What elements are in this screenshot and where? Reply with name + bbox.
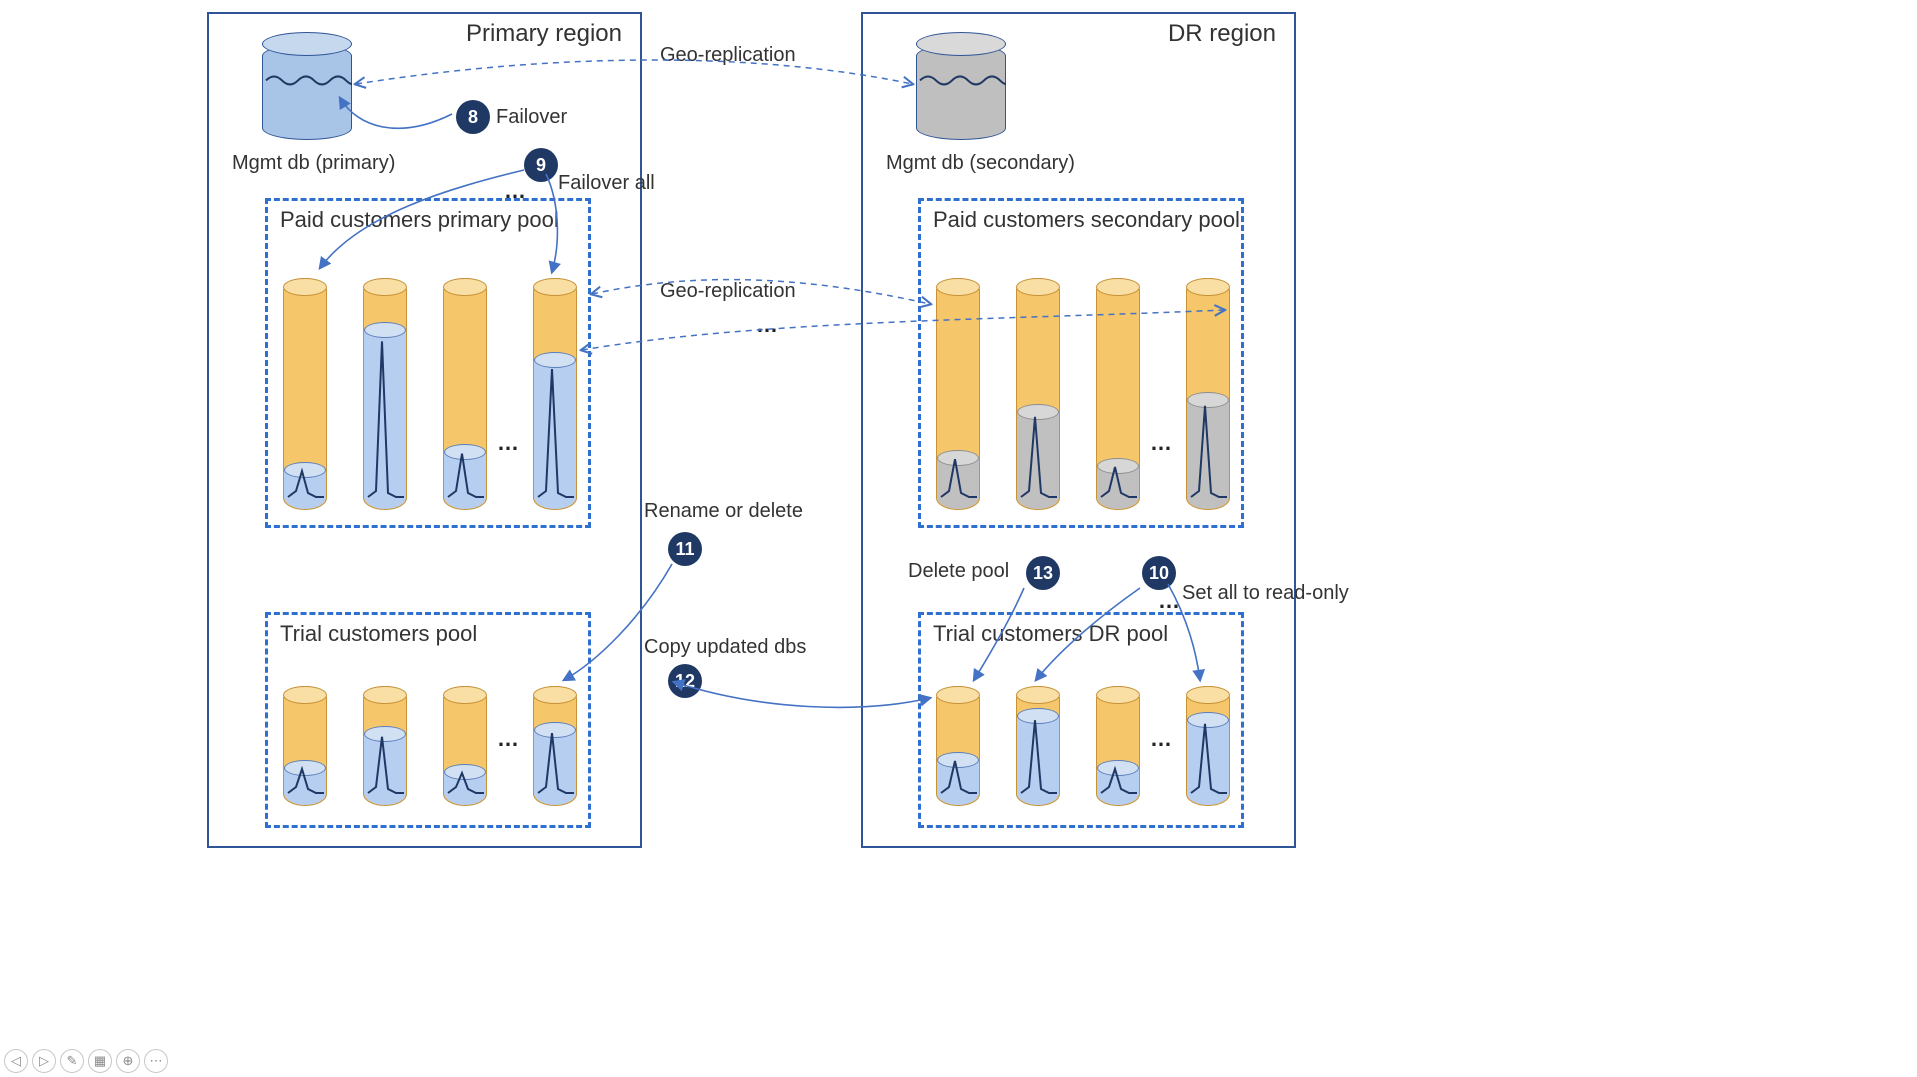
db-primary-label: Mgmt db (primary) (232, 152, 395, 175)
tube-paid_primary-1 (363, 278, 407, 510)
step-badge-12: 12 (668, 664, 702, 698)
label-copy: Copy updated dbs (644, 636, 806, 659)
db-primary (262, 44, 352, 140)
tube-trial_primary-0 (283, 686, 327, 806)
ellipsis-trial_dr: … (1150, 726, 1174, 752)
tube-paid_secondary-3 (1186, 278, 1230, 510)
ellipsis-paid_secondary: … (1150, 430, 1174, 456)
tube-trial_dr-0 (936, 686, 980, 806)
prev-icon[interactable]: ◁ (4, 1049, 28, 1073)
pen-icon[interactable]: ✎ (60, 1049, 84, 1073)
pool-paid_primary-title: Paid customers primary pool (280, 207, 559, 233)
tube-trial_primary-3 (533, 686, 577, 806)
tube-trial_dr-3 (1186, 686, 1230, 806)
step-badge-11: 11 (668, 532, 702, 566)
zoom-icon[interactable]: ⊕ (116, 1049, 140, 1073)
tube-trial_primary-1 (363, 686, 407, 806)
ellipsis-paid_primary: … (497, 430, 521, 456)
more-icon[interactable]: ⋯ (144, 1049, 168, 1073)
step-badge-10: 10 (1142, 556, 1176, 590)
pool-trial_primary-title: Trial customers pool (280, 621, 477, 647)
label-geo1: Geo-replication (660, 44, 796, 67)
tube-paid_primary-2 (443, 278, 487, 510)
pool-trial_dr-title: Trial customers DR pool (933, 621, 1168, 647)
pool-paid_secondary-title: Paid customers secondary pool (933, 207, 1240, 233)
tube-paid_secondary-0 (936, 278, 980, 510)
region-primary-title: Primary region (466, 20, 622, 48)
label-read_only: Set all to read-only (1182, 582, 1349, 605)
label-geo2: Geo-replication (660, 280, 796, 303)
tube-paid_secondary-1 (1016, 278, 1060, 510)
label-failover: Failover (496, 106, 567, 129)
tube-trial_primary-2 (443, 686, 487, 806)
step-badge-9: 9 (524, 148, 558, 182)
ellipsis-deco-2: … (756, 312, 780, 338)
grid-icon[interactable]: ▦ (88, 1049, 112, 1073)
label-delete_pool: Delete pool (908, 560, 1009, 583)
step-badge-13: 13 (1026, 556, 1060, 590)
step-badge-8: 8 (456, 100, 490, 134)
db-secondary (916, 44, 1006, 140)
tube-paid_secondary-2 (1096, 278, 1140, 510)
ellipsis-deco-0: … (504, 178, 528, 204)
tube-paid_primary-3 (533, 278, 577, 510)
tube-paid_primary-0 (283, 278, 327, 510)
region-dr-title: DR region (1168, 20, 1276, 48)
next-icon[interactable]: ▷ (32, 1049, 56, 1073)
tube-trial_dr-2 (1096, 686, 1140, 806)
db-secondary-label: Mgmt db (secondary) (886, 152, 1075, 175)
label-rename: Rename or delete (644, 500, 803, 523)
label-failover_all: Failover all (558, 172, 655, 195)
ellipsis-deco-1: … (1158, 588, 1182, 614)
viewer-toolbar: ◁ ▷ ✎ ▦ ⊕ ⋯ (4, 1049, 168, 1073)
ellipsis-trial_primary: … (497, 726, 521, 752)
tube-trial_dr-1 (1016, 686, 1060, 806)
